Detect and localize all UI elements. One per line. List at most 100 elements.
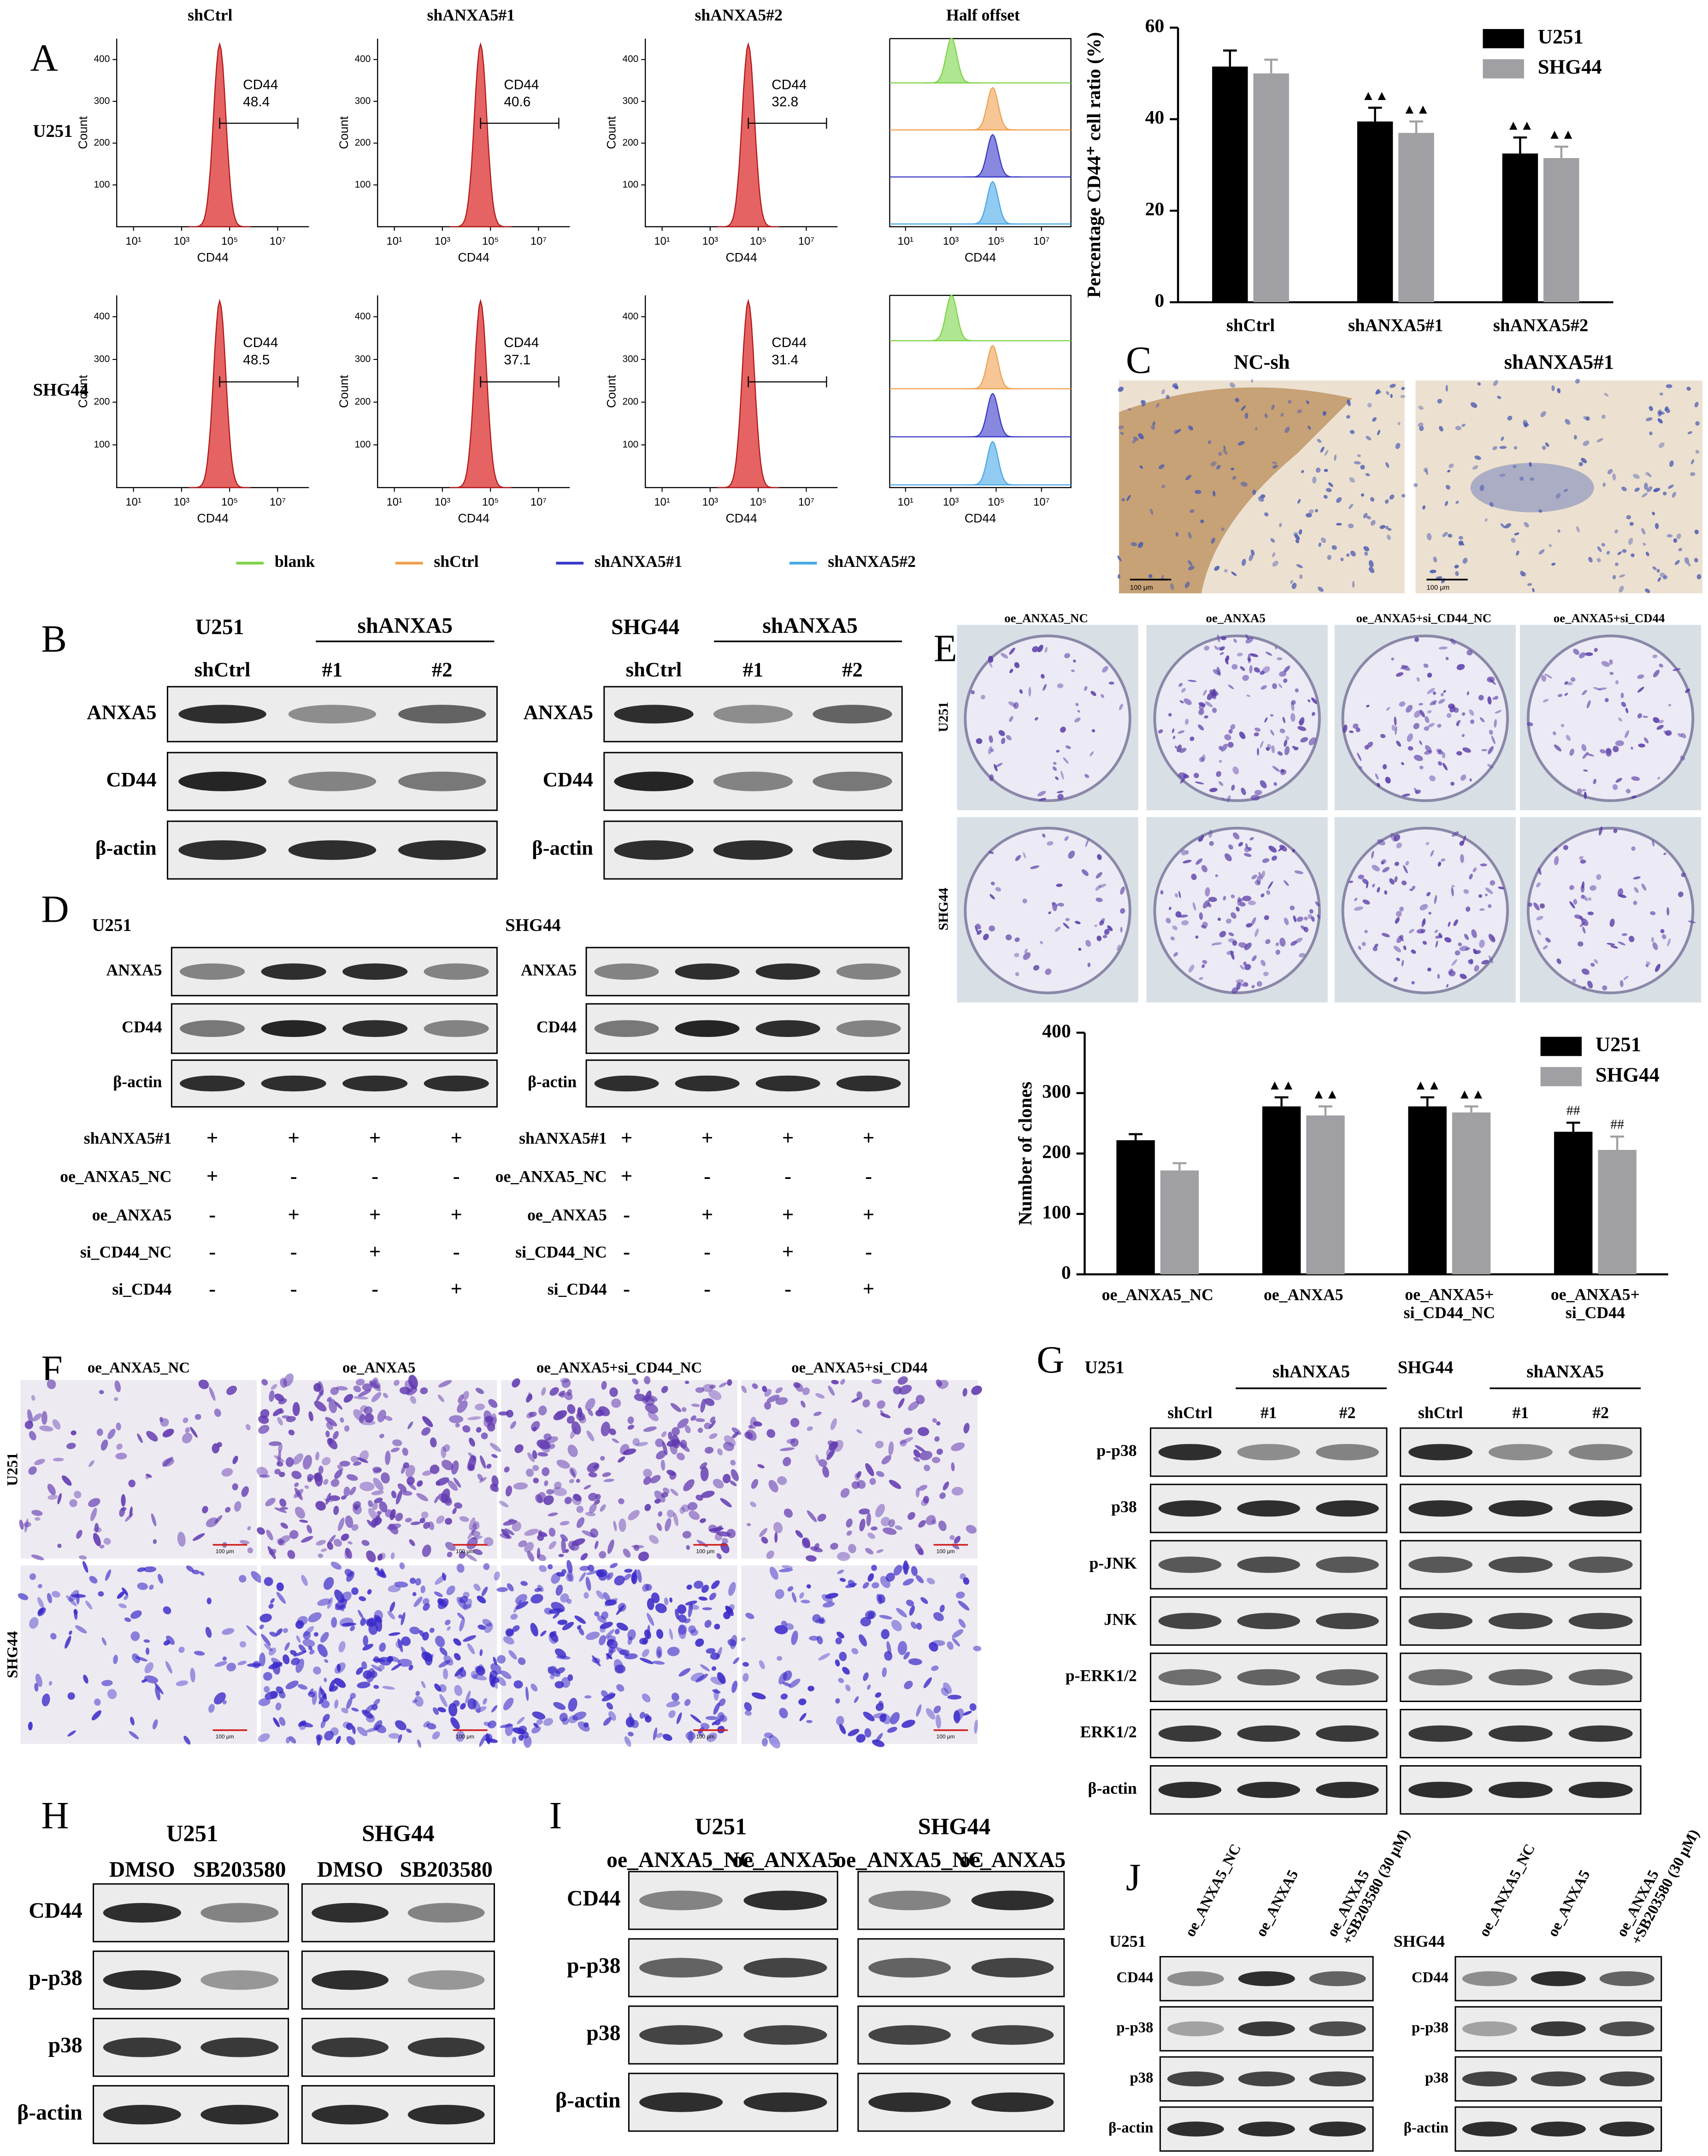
- cell: [444, 1498, 452, 1506]
- cell: [1295, 688, 1299, 693]
- cell: [661, 1386, 668, 1393]
- cell: [401, 1636, 411, 1646]
- cell: [1268, 845, 1277, 853]
- cell: [1349, 880, 1354, 884]
- treatment-label: shANXA5: [1526, 1361, 1604, 1381]
- cell: [1408, 929, 1414, 934]
- cell: [1641, 883, 1647, 891]
- cell: [298, 1644, 306, 1653]
- cell: [359, 1596, 366, 1602]
- cell: [1626, 515, 1631, 519]
- cell: [1663, 853, 1667, 855]
- cell: [369, 1381, 381, 1391]
- cell: [1612, 575, 1616, 580]
- cell: [280, 1507, 289, 1510]
- cell: [1121, 498, 1125, 501]
- cell: [1085, 838, 1089, 848]
- cell: [1204, 715, 1208, 719]
- cell: [258, 1698, 271, 1706]
- cell: [560, 1534, 568, 1542]
- flow-histogram: [449, 42, 512, 228]
- y-tick-label: 200: [1042, 1141, 1071, 1162]
- cell: [1645, 964, 1649, 967]
- cell: [1221, 797, 1225, 801]
- cell: [1291, 583, 1297, 589]
- cell: [576, 1506, 584, 1513]
- flow-gate-value: 32.8: [772, 94, 798, 109]
- cell: [74, 1609, 78, 1620]
- condition-sign: +: [206, 1126, 218, 1149]
- cell: [1455, 425, 1461, 430]
- blot-band: [1309, 1971, 1366, 1986]
- cell: [1563, 845, 1568, 850]
- cell: [1631, 747, 1633, 750]
- cell: [177, 1532, 186, 1547]
- cell: [1215, 874, 1218, 878]
- cell: [1233, 638, 1237, 643]
- cell: [48, 1681, 53, 1686]
- error-bar: [1610, 1135, 1624, 1150]
- cell: [78, 1555, 87, 1560]
- cell: [1487, 696, 1492, 705]
- cell: [454, 1653, 461, 1661]
- cell: [1237, 896, 1241, 906]
- cell: [580, 1553, 588, 1561]
- cell: [851, 1397, 860, 1403]
- blot-band: [1531, 2121, 1586, 2137]
- cell: [268, 1647, 277, 1656]
- cell: [1448, 534, 1453, 538]
- flow-x-tick-label: 10³: [174, 235, 190, 247]
- cell: [809, 1636, 819, 1641]
- condition-sign: +: [288, 1126, 299, 1149]
- cell: [301, 1575, 308, 1586]
- cell: [1040, 941, 1043, 944]
- cell: [366, 1550, 376, 1562]
- cell: [1668, 703, 1671, 707]
- cell: [1270, 730, 1274, 736]
- cell: [317, 1598, 331, 1606]
- cell: [1583, 440, 1590, 446]
- cell: [372, 1502, 378, 1510]
- cell: [1306, 400, 1309, 404]
- cell: [1033, 965, 1040, 971]
- blot-band: [675, 1075, 740, 1092]
- cell: [1660, 929, 1665, 934]
- cell: [1051, 902, 1055, 906]
- cell: [489, 1443, 501, 1452]
- cell: [566, 1416, 575, 1424]
- cell: [1201, 925, 1207, 929]
- cell: [1678, 891, 1684, 897]
- cell: [1213, 942, 1222, 945]
- cell: [1460, 854, 1464, 863]
- cell: [1590, 963, 1595, 967]
- y-tick-label: 40: [1145, 107, 1165, 128]
- cell: [1090, 691, 1096, 696]
- blot-band: [1158, 1444, 1222, 1461]
- cell: [1360, 465, 1365, 470]
- cell: [1545, 937, 1551, 943]
- cell: [274, 1468, 281, 1475]
- cell: [337, 1465, 343, 1471]
- cell: [1566, 735, 1571, 741]
- cell: [1613, 746, 1619, 753]
- cell: [488, 1720, 497, 1729]
- cell: [1195, 489, 1201, 494]
- cell: [351, 1587, 359, 1595]
- cell: [1277, 751, 1283, 756]
- cell: [98, 1591, 104, 1597]
- flow-y-tick-label: 200: [94, 137, 110, 148]
- error-bar: [1264, 59, 1278, 74]
- cell: [1272, 766, 1280, 772]
- flow-gate: [748, 376, 827, 388]
- cell: [186, 1565, 194, 1572]
- cell: [1241, 405, 1246, 411]
- flow-axis: [889, 295, 1072, 489]
- cell: [600, 1456, 605, 1461]
- cell: [1078, 948, 1082, 951]
- panel-label: B: [41, 618, 67, 660]
- cell: [1474, 965, 1479, 972]
- cell: [1377, 887, 1380, 893]
- cell: [1545, 442, 1549, 447]
- cell: [1290, 580, 1294, 584]
- condition-sign: +: [206, 1165, 218, 1188]
